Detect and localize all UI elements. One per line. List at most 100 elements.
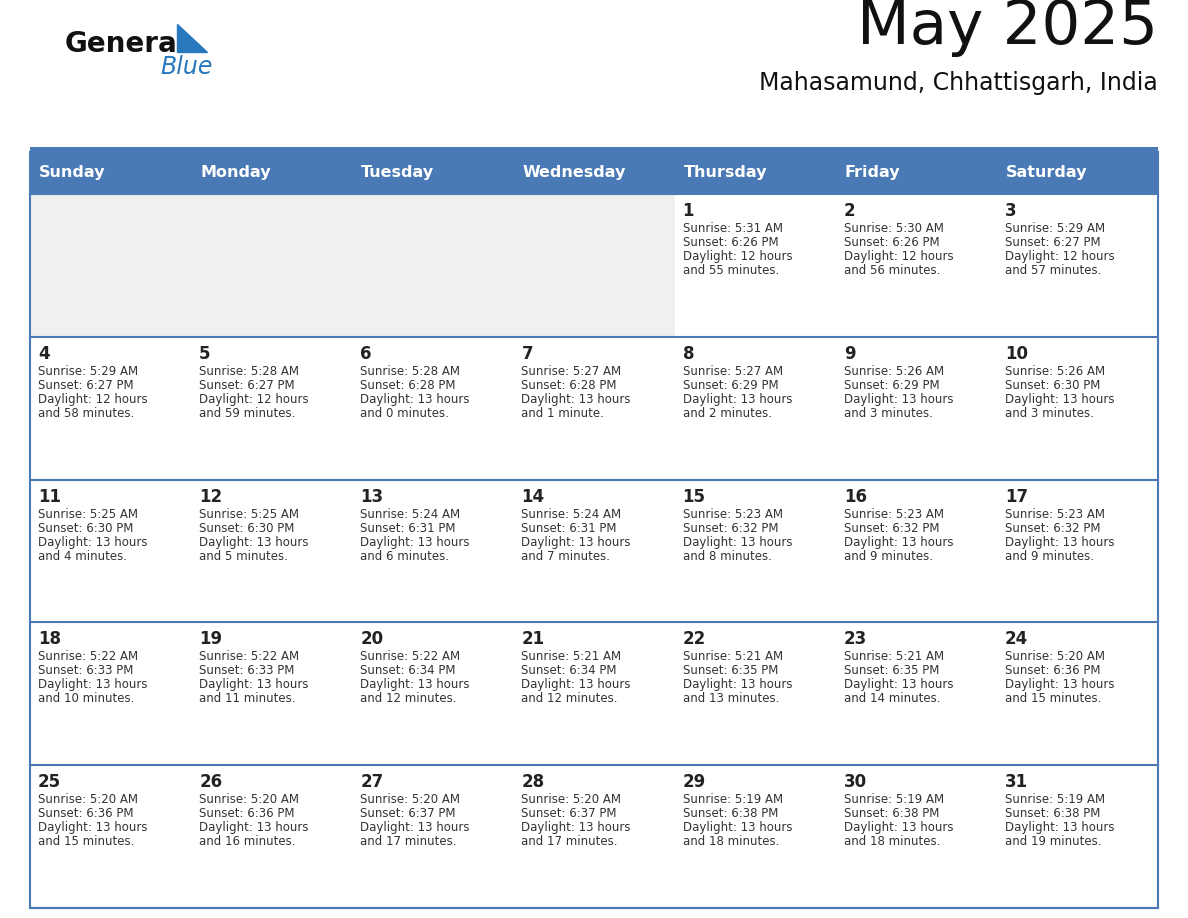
Text: 22: 22	[683, 631, 706, 648]
Text: Daylight: 13 hours: Daylight: 13 hours	[843, 535, 953, 549]
Text: Daylight: 13 hours: Daylight: 13 hours	[200, 535, 309, 549]
Text: Sunset: 6:31 PM: Sunset: 6:31 PM	[360, 521, 456, 534]
Text: 2: 2	[843, 202, 855, 220]
Text: Sunset: 6:34 PM: Sunset: 6:34 PM	[360, 665, 456, 677]
Text: 25: 25	[38, 773, 61, 791]
Text: General: General	[65, 30, 188, 58]
Text: Daylight: 13 hours: Daylight: 13 hours	[522, 393, 631, 406]
Text: 23: 23	[843, 631, 867, 648]
Text: Daylight: 13 hours: Daylight: 13 hours	[843, 678, 953, 691]
Text: and 12 minutes.: and 12 minutes.	[522, 692, 618, 705]
Text: Daylight: 13 hours: Daylight: 13 hours	[683, 535, 792, 549]
Text: Daylight: 13 hours: Daylight: 13 hours	[683, 393, 792, 406]
Text: Sunset: 6:28 PM: Sunset: 6:28 PM	[360, 379, 456, 392]
Text: Blue: Blue	[160, 55, 213, 79]
Text: Sunset: 6:38 PM: Sunset: 6:38 PM	[843, 807, 939, 820]
Text: Sunrise: 5:19 AM: Sunrise: 5:19 AM	[843, 793, 943, 806]
Text: 24: 24	[1005, 631, 1028, 648]
Text: Sunset: 6:26 PM: Sunset: 6:26 PM	[683, 236, 778, 249]
Text: Sunset: 6:38 PM: Sunset: 6:38 PM	[1005, 807, 1100, 820]
Text: and 17 minutes.: and 17 minutes.	[522, 835, 618, 848]
Text: and 0 minutes.: and 0 minutes.	[360, 407, 449, 420]
Text: and 7 minutes.: and 7 minutes.	[522, 550, 611, 563]
Text: 13: 13	[360, 487, 384, 506]
Text: Sunrise: 5:31 AM: Sunrise: 5:31 AM	[683, 222, 783, 235]
Text: Sunrise: 5:19 AM: Sunrise: 5:19 AM	[1005, 793, 1105, 806]
Text: Daylight: 12 hours: Daylight: 12 hours	[1005, 250, 1114, 263]
Text: Sunrise: 5:23 AM: Sunrise: 5:23 AM	[1005, 508, 1105, 521]
Text: Sunset: 6:30 PM: Sunset: 6:30 PM	[38, 521, 133, 534]
Text: and 3 minutes.: and 3 minutes.	[843, 407, 933, 420]
Text: 1: 1	[683, 202, 694, 220]
Text: Daylight: 13 hours: Daylight: 13 hours	[522, 822, 631, 834]
Text: Daylight: 13 hours: Daylight: 13 hours	[1005, 678, 1114, 691]
Text: Sunset: 6:30 PM: Sunset: 6:30 PM	[1005, 379, 1100, 392]
Text: and 5 minutes.: and 5 minutes.	[200, 550, 287, 563]
Text: Daylight: 13 hours: Daylight: 13 hours	[200, 678, 309, 691]
Text: Sunset: 6:38 PM: Sunset: 6:38 PM	[683, 807, 778, 820]
Text: and 16 minutes.: and 16 minutes.	[200, 835, 296, 848]
Text: Daylight: 13 hours: Daylight: 13 hours	[360, 678, 469, 691]
Text: Sunrise: 5:20 AM: Sunrise: 5:20 AM	[1005, 650, 1105, 664]
Text: Sunset: 6:36 PM: Sunset: 6:36 PM	[200, 807, 295, 820]
Text: Sunrise: 5:20 AM: Sunrise: 5:20 AM	[360, 793, 460, 806]
Text: Daylight: 13 hours: Daylight: 13 hours	[843, 393, 953, 406]
Text: and 56 minutes.: and 56 minutes.	[843, 264, 940, 277]
Text: Sunrise: 5:26 AM: Sunrise: 5:26 AM	[1005, 364, 1105, 378]
Text: Daylight: 13 hours: Daylight: 13 hours	[522, 535, 631, 549]
Text: and 18 minutes.: and 18 minutes.	[683, 835, 779, 848]
Text: and 9 minutes.: and 9 minutes.	[1005, 550, 1094, 563]
Text: Daylight: 13 hours: Daylight: 13 hours	[38, 678, 147, 691]
Text: and 4 minutes.: and 4 minutes.	[38, 550, 127, 563]
Text: Daylight: 13 hours: Daylight: 13 hours	[360, 535, 469, 549]
Text: Sunset: 6:30 PM: Sunset: 6:30 PM	[200, 521, 295, 534]
Text: 19: 19	[200, 631, 222, 648]
Bar	[30, 152, 191, 194]
Text: Sunset: 6:29 PM: Sunset: 6:29 PM	[683, 379, 778, 392]
Text: 4: 4	[38, 345, 50, 363]
Text: 18: 18	[38, 631, 61, 648]
Text: Thursday: Thursday	[683, 165, 767, 181]
Text: and 19 minutes.: and 19 minutes.	[1005, 835, 1101, 848]
Bar	[30, 152, 1158, 908]
Text: 27: 27	[360, 773, 384, 791]
Text: 8: 8	[683, 345, 694, 363]
Text: and 6 minutes.: and 6 minutes.	[360, 550, 449, 563]
Bar	[353, 152, 513, 194]
Text: Sunset: 6:37 PM: Sunset: 6:37 PM	[360, 807, 456, 820]
Text: and 59 minutes.: and 59 minutes.	[200, 407, 296, 420]
Text: Sunset: 6:36 PM: Sunset: 6:36 PM	[38, 807, 133, 820]
Text: and 12 minutes.: and 12 minutes.	[360, 692, 456, 705]
Text: Sunrise: 5:22 AM: Sunrise: 5:22 AM	[200, 650, 299, 664]
Bar	[675, 152, 835, 194]
Text: Sunset: 6:31 PM: Sunset: 6:31 PM	[522, 521, 617, 534]
Text: Daylight: 13 hours: Daylight: 13 hours	[683, 678, 792, 691]
Text: Monday: Monday	[200, 165, 271, 181]
Text: 14: 14	[522, 487, 544, 506]
Text: Sunrise: 5:28 AM: Sunrise: 5:28 AM	[200, 364, 299, 378]
Polygon shape	[177, 24, 207, 52]
Text: Tuesday: Tuesday	[361, 165, 435, 181]
Bar	[30, 766, 1158, 908]
Bar	[191, 152, 353, 194]
Text: Daylight: 12 hours: Daylight: 12 hours	[683, 250, 792, 263]
Text: and 8 minutes.: and 8 minutes.	[683, 550, 771, 563]
Text: 5: 5	[200, 345, 210, 363]
Text: Daylight: 13 hours: Daylight: 13 hours	[360, 822, 469, 834]
Text: Sunrise: 5:23 AM: Sunrise: 5:23 AM	[843, 508, 943, 521]
Text: 3: 3	[1005, 202, 1017, 220]
Bar	[30, 337, 1158, 479]
Text: 15: 15	[683, 487, 706, 506]
Text: and 2 minutes.: and 2 minutes.	[683, 407, 771, 420]
Text: Daylight: 12 hours: Daylight: 12 hours	[200, 393, 309, 406]
Text: Sunset: 6:32 PM: Sunset: 6:32 PM	[843, 521, 940, 534]
Text: Daylight: 12 hours: Daylight: 12 hours	[843, 250, 953, 263]
Bar	[513, 152, 675, 194]
Text: Daylight: 13 hours: Daylight: 13 hours	[843, 822, 953, 834]
Text: 12: 12	[200, 487, 222, 506]
Text: and 10 minutes.: and 10 minutes.	[38, 692, 134, 705]
Text: and 9 minutes.: and 9 minutes.	[843, 550, 933, 563]
Text: Sunrise: 5:22 AM: Sunrise: 5:22 AM	[38, 650, 138, 664]
Text: Sunrise: 5:20 AM: Sunrise: 5:20 AM	[522, 793, 621, 806]
Text: Sunset: 6:35 PM: Sunset: 6:35 PM	[683, 665, 778, 677]
